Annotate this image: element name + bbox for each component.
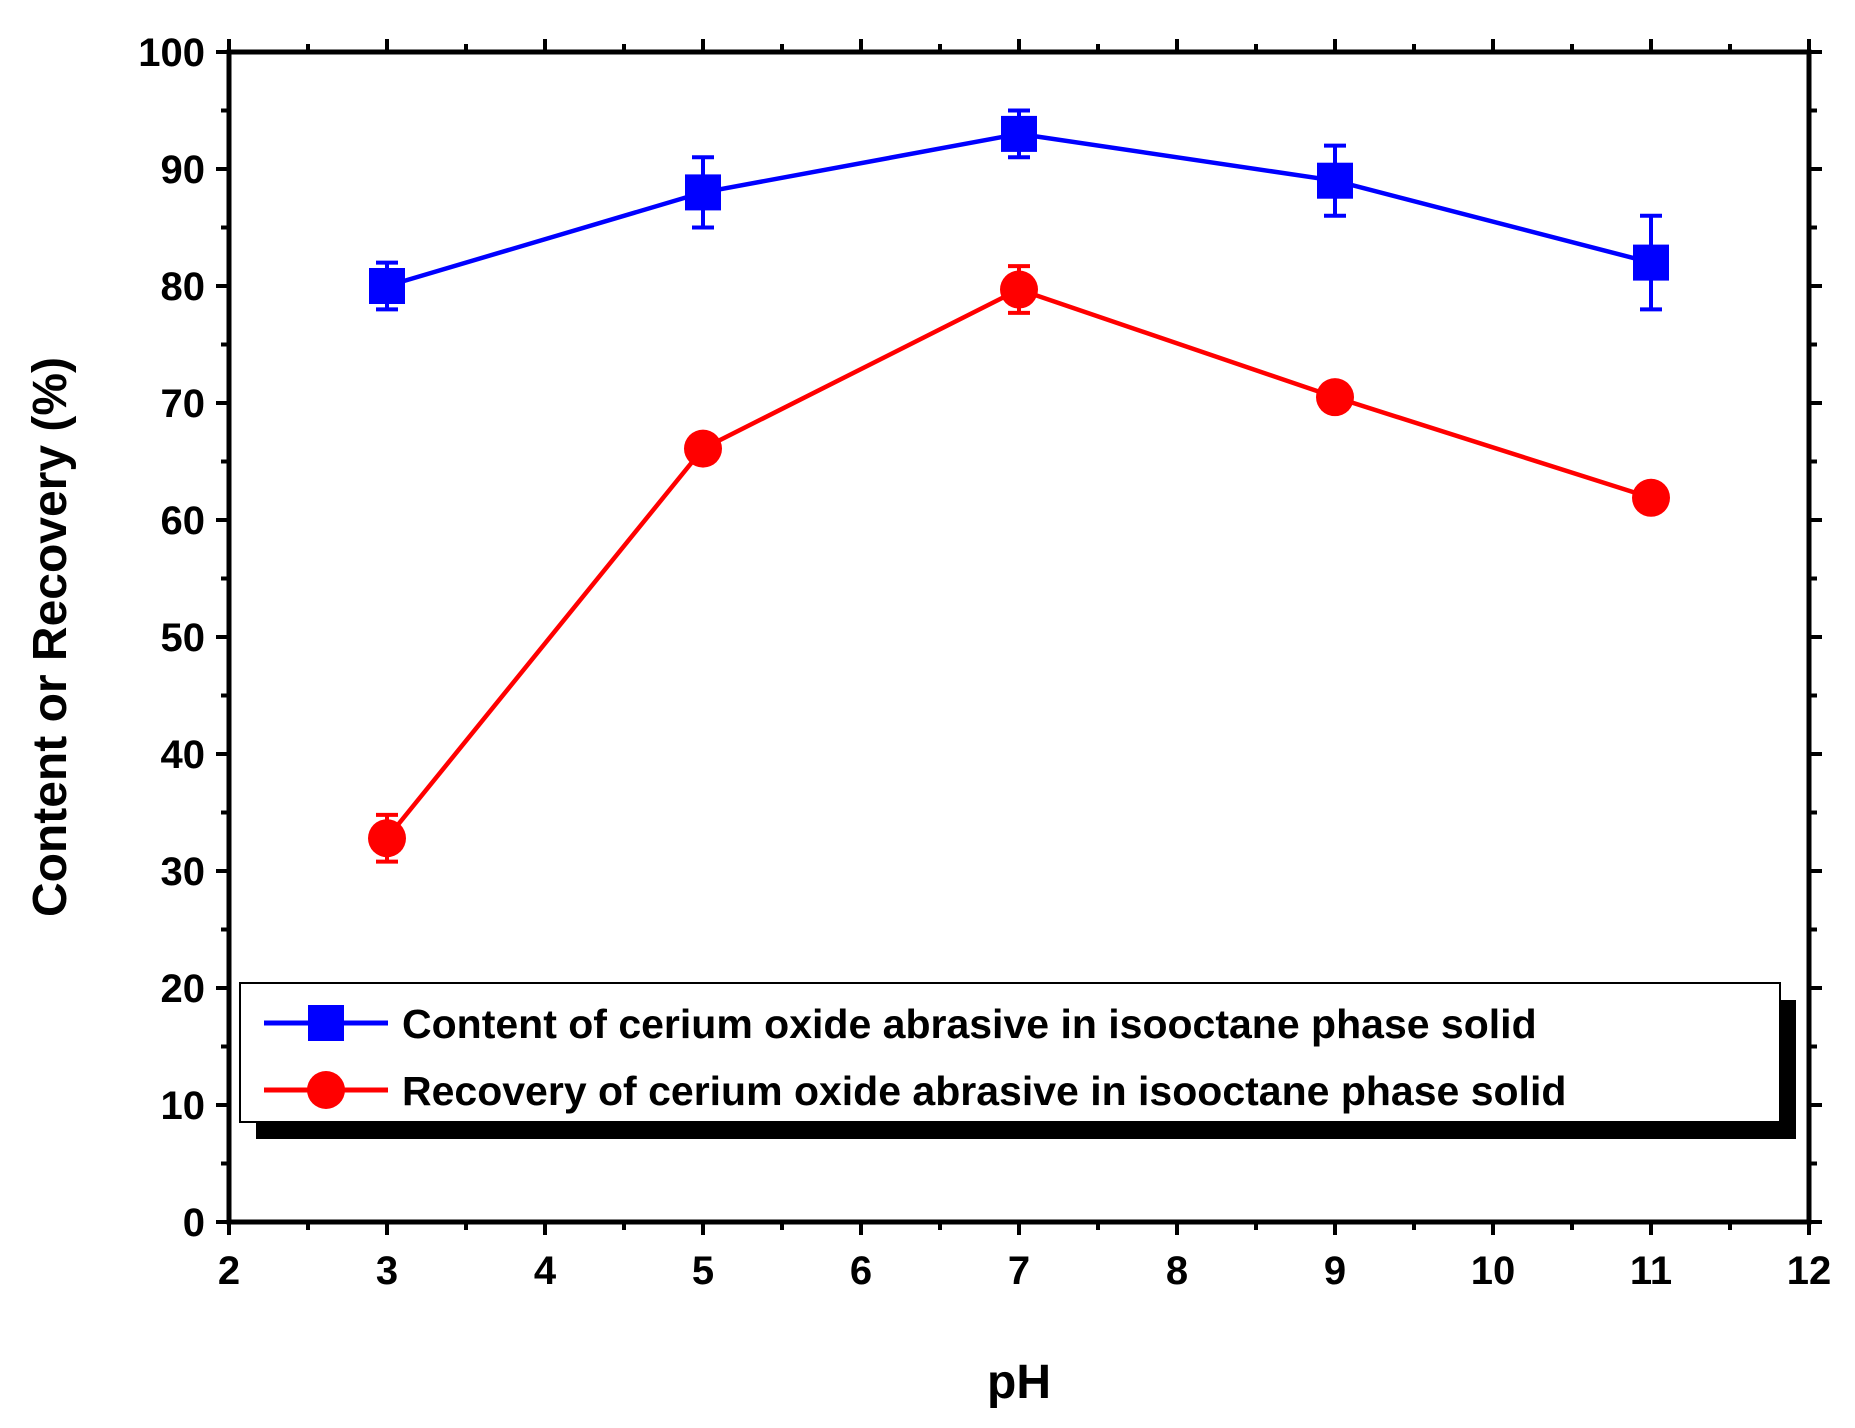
data-point-content <box>1317 162 1353 199</box>
plot-series <box>368 108 1670 864</box>
x-tick-label: 2 <box>218 1249 240 1293</box>
x-tick-label: 5 <box>692 1249 714 1293</box>
legend: Content of cerium oxide abrasive in isoo… <box>239 982 1796 1139</box>
y-axis-title: Content or Recovery (%) <box>24 357 77 917</box>
x-tick-label: 10 <box>1471 1249 1516 1293</box>
data-point-content <box>369 268 405 304</box>
legend-marker-recovery <box>307 1071 345 1109</box>
x-tick-label: 8 <box>1166 1249 1188 1293</box>
y-tick-label: 30 <box>161 850 206 894</box>
x-tick-label: 4 <box>534 1249 557 1293</box>
x-tick-label: 7 <box>1008 1249 1030 1293</box>
y-tick-label: 80 <box>161 265 206 309</box>
y-tick-label: 40 <box>161 733 206 777</box>
y-tick-label: 50 <box>161 616 206 660</box>
legend-label-content: Content of cerium oxide abrasive in isoo… <box>402 1001 1537 1047</box>
x-tick-label: 3 <box>376 1249 398 1293</box>
data-point-recovery <box>1000 270 1038 309</box>
legend-label-recovery: Recovery of cerium oxide abrasive in iso… <box>402 1068 1566 1114</box>
x-tick-label: 9 <box>1324 1249 1346 1293</box>
series-line-recovery <box>385 287 1652 840</box>
data-point-recovery <box>1632 478 1670 517</box>
x-tick-label: 12 <box>1787 1249 1832 1293</box>
y-tick-label: 60 <box>161 499 206 543</box>
x-tick-label: 6 <box>850 1249 872 1293</box>
legend-marker-content <box>308 1005 344 1041</box>
plot-frame <box>226 49 1812 1225</box>
data-point-recovery <box>684 429 722 468</box>
y-tick-label: 0 <box>183 1201 205 1245</box>
data-point-content <box>685 174 721 211</box>
y-tick-label: 10 <box>161 1084 206 1128</box>
legend-box <box>239 982 1781 1123</box>
y-tick-label: 90 <box>161 148 206 192</box>
data-point-content <box>1633 244 1669 281</box>
x-tick-label: 11 <box>1630 1249 1672 1293</box>
y-tick-label: 70 <box>161 382 206 426</box>
data-point-content <box>1001 115 1037 152</box>
y-tick-label: 100 <box>138 31 205 75</box>
data-point-recovery <box>368 819 406 858</box>
y-tick-label: 20 <box>161 967 206 1011</box>
data-point-recovery <box>1316 378 1354 417</box>
x-axis-title: pH <box>987 1356 1051 1409</box>
